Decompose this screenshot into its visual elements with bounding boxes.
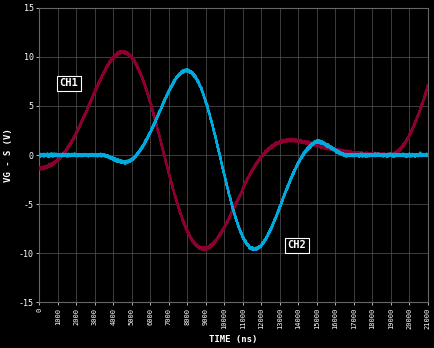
Text: CH1: CH1: [59, 78, 78, 88]
Text: CH2: CH2: [286, 240, 305, 251]
X-axis label: TIME (ns): TIME (ns): [209, 335, 257, 344]
Y-axis label: VG - S (V): VG - S (V): [4, 128, 13, 182]
